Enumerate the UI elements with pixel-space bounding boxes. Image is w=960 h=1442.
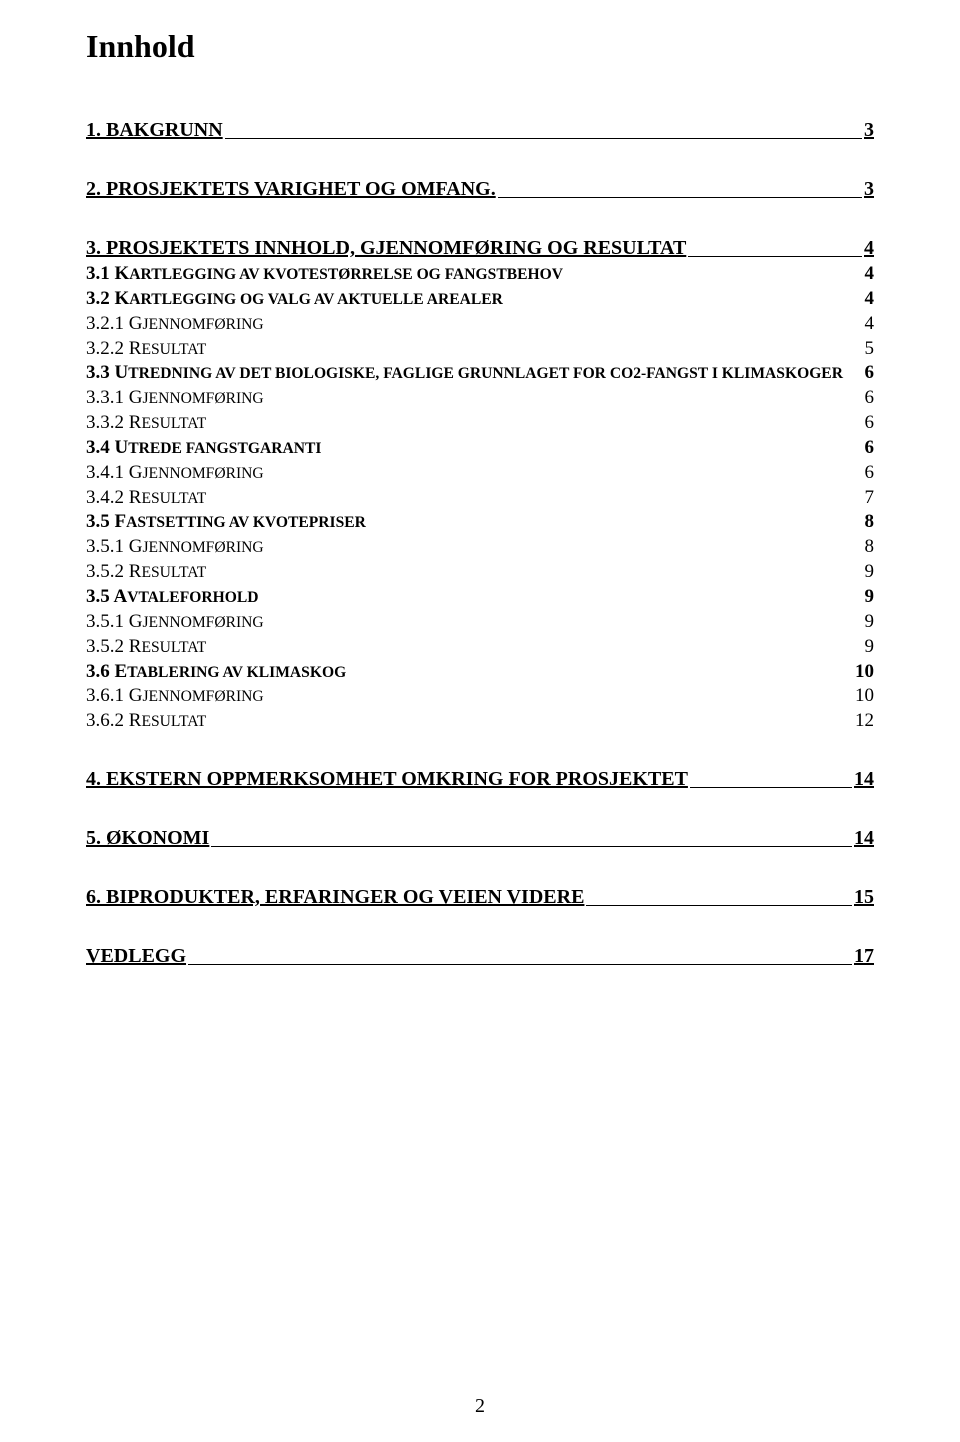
toc-label: 2. PROSJEKTETS VARIGHET OG OMFANG. <box>86 178 496 201</box>
toc-page: 4 <box>865 263 875 285</box>
toc-label: 3.5 AVTALEFORHOLD <box>86 586 258 608</box>
toc-entry: 3.6.1 GJENNOMFØRING 10 <box>86 685 874 707</box>
toc-label: 5. ØKONOMI <box>86 827 209 850</box>
toc-label: 3.5 FASTSETTING AV KVOTEPRISER <box>86 511 366 533</box>
page-title: Innhold <box>86 28 874 65</box>
toc-entry: 3.3.2 RESULTAT 6 <box>86 412 874 434</box>
toc-label: 3.3.1 GJENNOMFØRING <box>86 387 264 409</box>
toc-page: 6 <box>865 412 875 434</box>
toc-entry: 3.5 FASTSETTING AV KVOTEPRISER 8 <box>86 511 874 533</box>
toc-leader <box>586 905 852 906</box>
toc-label: 3.2.2 RESULTAT <box>86 338 206 360</box>
toc-entry: 2. PROSJEKTETS VARIGHET OG OMFANG. 3 <box>86 178 874 201</box>
toc-label: 4. EKSTERN OPPMERKSOMHET OMKRING FOR PRO… <box>86 768 688 791</box>
toc-leader <box>225 138 862 139</box>
toc-entry: 3.4.1 GJENNOMFØRING 6 <box>86 462 874 484</box>
toc-label: 3.6.1 GJENNOMFØRING <box>86 685 264 707</box>
toc-leader <box>688 256 862 257</box>
toc-entry: 6. BIPRODUKTER, ERFARINGER OG VEIEN VIDE… <box>86 886 874 909</box>
toc-entry: 4. EKSTERN OPPMERKSOMHET OMKRING FOR PRO… <box>86 768 874 791</box>
toc-entry: 3.2 KARTLEGGING OG VALG AV AKTUELLE AREA… <box>86 288 874 310</box>
toc-page: 9 <box>865 561 875 583</box>
toc-leader <box>188 964 852 965</box>
toc-entry: 3.5.1 GJENNOMFØRING 9 <box>86 611 874 633</box>
toc-entry: 3. PROSJEKTETS INNHOLD, GJENNOMFØRING OG… <box>86 237 874 260</box>
toc-entry: 3.5.2 RESULTAT 9 <box>86 561 874 583</box>
toc-label: 3.4.2 RESULTAT <box>86 487 206 509</box>
toc-page: 9 <box>865 636 875 658</box>
toc-page: 9 <box>865 611 875 633</box>
toc-page: 15 <box>854 886 874 909</box>
toc-label: 3.5.2 RESULTAT <box>86 561 206 583</box>
toc-label: 3.6 ETABLERING AV KLIMASKOG <box>86 661 346 683</box>
toc-label: 3.2 KARTLEGGING OG VALG AV AKTUELLE AREA… <box>86 288 503 310</box>
toc-page: 7 <box>865 487 875 509</box>
toc-label: 1. BAKGRUNN <box>86 119 223 142</box>
toc-page: 6 <box>865 462 875 484</box>
toc-entry: 3.3 UTREDNING AV DET BIOLOGISKE, FAGLIGE… <box>86 362 874 384</box>
toc-entry: 3.3.1 GJENNOMFØRING 6 <box>86 387 874 409</box>
toc-label: 3.5.1 GJENNOMFØRING <box>86 611 264 633</box>
toc-page: 9 <box>865 586 875 608</box>
toc-leader <box>690 787 852 788</box>
toc-label: 3.6.2 RESULTAT <box>86 710 206 732</box>
toc-page: 8 <box>865 511 875 533</box>
toc-entry: 3.5 AVTALEFORHOLD 9 <box>86 586 874 608</box>
toc-entry: 3.4.2 RESULTAT 7 <box>86 487 874 509</box>
toc-label: 6. BIPRODUKTER, ERFARINGER OG VEIEN VIDE… <box>86 886 584 909</box>
toc-label: 3.3 UTREDNING AV DET BIOLOGISKE, FAGLIGE… <box>86 362 843 384</box>
toc-leader <box>211 846 852 847</box>
toc-label: 3.4 UTREDE FANGSTGARANTI <box>86 437 321 459</box>
toc-page: 17 <box>854 945 874 968</box>
toc-page: 10 <box>855 661 874 683</box>
toc-entry: 3.1 KARTLEGGING AV KVOTESTØRRELSE OG FAN… <box>86 263 874 285</box>
toc-page: 8 <box>865 536 875 558</box>
toc-entry: 3.5.2 RESULTAT 9 <box>86 636 874 658</box>
toc-page: 10 <box>855 685 874 707</box>
toc-label: VEDLEGG <box>86 945 186 968</box>
toc-entry: VEDLEGG 17 <box>86 945 874 968</box>
toc-page: 6 <box>865 362 875 384</box>
toc-entry: 1. BAKGRUNN 3 <box>86 119 874 142</box>
toc-page: 3 <box>864 178 874 201</box>
toc-page: 6 <box>865 387 875 409</box>
toc-page: 5 <box>865 338 875 360</box>
toc-label: 3. PROSJEKTETS INNHOLD, GJENNOMFØRING OG… <box>86 237 686 260</box>
toc-leader <box>498 197 862 198</box>
toc-page: 4 <box>864 237 874 260</box>
toc-label: 3.2.1 GJENNOMFØRING <box>86 313 264 335</box>
document-page: Innhold 1. BAKGRUNN32. PROSJEKTETS VARIG… <box>0 0 960 1442</box>
toc-page: 12 <box>855 710 874 732</box>
table-of-contents: 1. BAKGRUNN32. PROSJEKTETS VARIGHET OG O… <box>86 119 874 968</box>
toc-entry: 5. ØKONOMI 14 <box>86 827 874 850</box>
toc-page: 3 <box>864 119 874 142</box>
toc-label: 3.5.2 RESULTAT <box>86 636 206 658</box>
toc-page: 6 <box>865 437 875 459</box>
toc-entry: 3.6.2 RESULTAT 12 <box>86 710 874 732</box>
toc-page: 14 <box>854 768 874 791</box>
toc-label: 3.3.2 RESULTAT <box>86 412 206 434</box>
toc-entry: 3.6 ETABLERING AV KLIMASKOG 10 <box>86 661 874 683</box>
toc-page: 4 <box>865 313 875 335</box>
toc-entry: 3.2.2 RESULTAT 5 <box>86 338 874 360</box>
toc-entry: 3.4 UTREDE FANGSTGARANTI 6 <box>86 437 874 459</box>
toc-label: 3.5.1 GJENNOMFØRING <box>86 536 264 558</box>
page-number: 2 <box>0 1395 960 1418</box>
toc-entry: 3.2.1 GJENNOMFØRING 4 <box>86 313 874 335</box>
toc-label: 3.1 KARTLEGGING AV KVOTESTØRRELSE OG FAN… <box>86 263 563 285</box>
toc-label: 3.4.1 GJENNOMFØRING <box>86 462 264 484</box>
toc-page: 14 <box>854 827 874 850</box>
toc-page: 4 <box>865 288 875 310</box>
toc-entry: 3.5.1 GJENNOMFØRING 8 <box>86 536 874 558</box>
